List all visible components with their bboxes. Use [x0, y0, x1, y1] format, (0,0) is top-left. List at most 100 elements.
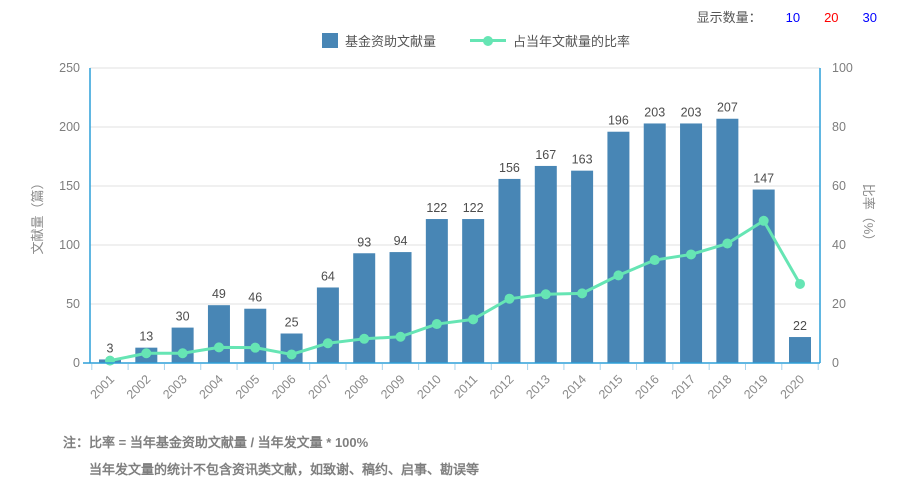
note-line-1: 注：比率 = 当年基金资助文献量 / 当年发文量 * 100%: [63, 429, 479, 456]
notes: 注：比率 = 当年基金资助文献量 / 当年发文量 * 100% 当年发文量的统计…: [63, 429, 479, 483]
ratio-point-2006[interactable]: [286, 349, 297, 360]
bar-2020[interactable]: [789, 337, 811, 363]
ratio-point-2012[interactable]: [504, 293, 515, 304]
bar-value-label-2019: 147: [753, 172, 774, 186]
note-line-2: 当年发文量的统计不包含资讯类文献，如致谢、稿约、启事、勘误等: [89, 462, 480, 477]
bar-value-label-2020: 22: [793, 319, 807, 333]
ratio-point-2017[interactable]: [686, 249, 697, 260]
ratio-point-2020[interactable]: [795, 278, 805, 289]
ratio-point-2016[interactable]: [649, 255, 660, 266]
legend-item-bar[interactable]: 基金资助文献量: [322, 31, 436, 50]
bar-2006[interactable]: [280, 333, 303, 364]
x-axis-label-2012: 2012: [487, 372, 517, 402]
bar-value-label-2014: 163: [572, 153, 593, 167]
bar-value-label-2010: 122: [426, 201, 447, 215]
display-count-option-30[interactable]: 30: [862, 10, 877, 25]
y-axis-left-tick-200: 200: [59, 120, 80, 134]
display-count-label: 显示数量：: [696, 10, 762, 25]
ratio-point-2003[interactable]: [177, 348, 188, 359]
bar-2010[interactable]: [425, 219, 448, 363]
bar-value-label-2004: 49: [212, 287, 226, 301]
legend-line-label: 占当年文献量的比率: [513, 34, 631, 49]
x-axis-label-2016: 2016: [632, 372, 662, 402]
bar-series-swatch-icon: [322, 33, 338, 48]
y-axis-left-tick-0: 0: [73, 356, 80, 370]
ratio-line: [109, 219, 802, 363]
bar-2016[interactable]: [643, 123, 666, 364]
bar-2012[interactable]: [498, 178, 521, 363]
y-axis-left-tick-250: 250: [59, 61, 80, 75]
ratio-point-2005[interactable]: [250, 342, 261, 353]
x-axis-label-2013: 2013: [523, 372, 553, 402]
note-line-1-text: 比率 = 当年基金资助文献量 / 当年发文量 * 100%: [89, 435, 369, 450]
line-series-dot-icon: [483, 35, 494, 46]
bar-value-label-2008: 93: [357, 235, 371, 249]
y-axis-right-tick-40: 40: [832, 238, 846, 252]
x-axis-label-2018: 2018: [705, 372, 735, 402]
x-axis-label-2003: 2003: [160, 372, 190, 402]
bar-value-label-2012: 156: [499, 161, 520, 175]
x-axis-label-2008: 2008: [342, 372, 372, 402]
bar-value-label-2006: 25: [285, 316, 299, 330]
bar-value-label-2002: 13: [139, 330, 153, 344]
ratio-point-2010[interactable]: [431, 319, 442, 330]
bar-2014[interactable]: [571, 170, 594, 363]
bar-value-label-2007: 64: [321, 269, 335, 283]
bar-2011[interactable]: [462, 219, 485, 363]
ratio-point-2001[interactable]: [105, 355, 115, 366]
bar-value-label-2005: 46: [248, 291, 262, 305]
y-axis-right-tick-0: 0: [832, 356, 839, 370]
bar-2004[interactable]: [207, 305, 230, 363]
x-axis-label-2005: 2005: [233, 372, 263, 402]
y-axis-right-tick-80: 80: [832, 120, 846, 134]
x-axis-label-2006: 2006: [269, 372, 299, 402]
bar-2017[interactable]: [680, 123, 703, 364]
y-axis-right-tick-60: 60: [832, 179, 846, 193]
y-axis-right-title: 比率（%）: [861, 184, 876, 248]
bar-value-label-2013: 167: [535, 148, 556, 162]
ratio-point-2014[interactable]: [577, 288, 588, 299]
bar-2007[interactable]: [316, 287, 339, 363]
bar-2008[interactable]: [353, 253, 376, 363]
y-axis-right-tick-20: 20: [832, 297, 846, 311]
ratio-point-2019[interactable]: [758, 215, 769, 226]
ratio-point-2013[interactable]: [540, 289, 551, 300]
line-series-marker-icon: [470, 35, 507, 46]
ratio-point-2011[interactable]: [468, 314, 479, 325]
x-axis-label-2014: 2014: [560, 372, 590, 402]
bar-2019[interactable]: [752, 189, 775, 363]
x-axis-label-2010: 2010: [414, 372, 444, 402]
chart-canvas: 3 13 30 49 46 25 64 93 94 122 122 156 167 163 196 203 20…: [30, 61, 876, 402]
bar-2005[interactable]: [244, 308, 267, 363]
ratio-point-2002[interactable]: [141, 348, 152, 359]
ratio-point-2015[interactable]: [613, 270, 624, 281]
bar-value-label-2018: 207: [717, 101, 738, 115]
bar-2015[interactable]: [607, 131, 630, 363]
ratio-point-2018[interactable]: [722, 238, 733, 249]
display-count-control: 显示数量： 10 20 30: [697, 7, 877, 26]
ratio-point-2007[interactable]: [322, 338, 333, 349]
display-count-option-20[interactable]: 20: [824, 10, 839, 25]
bar-2013[interactable]: [534, 165, 557, 363]
x-axis-label-2020: 2020: [778, 372, 808, 402]
x-axis-label-2015: 2015: [596, 372, 626, 402]
x-axis-label-2009: 2009: [378, 372, 408, 402]
bar-value-label-2011: 122: [463, 201, 484, 215]
x-axis-label-2002: 2002: [124, 372, 154, 402]
bar-value-label-2016: 203: [644, 105, 665, 119]
x-axis-label-2007: 2007: [305, 372, 335, 402]
display-count-option-10[interactable]: 10: [785, 10, 801, 25]
y-axis-left-tick-50: 50: [66, 297, 80, 311]
bar-value-label-2001: 3: [107, 341, 114, 355]
legend-item-line[interactable]: 占当年文献量的比率: [470, 31, 630, 50]
ratio-point-2008[interactable]: [359, 333, 370, 344]
ratio-point-2004[interactable]: [213, 342, 224, 353]
note-prefix: 注：: [63, 435, 90, 450]
x-axis-label-2019: 2019: [741, 372, 771, 402]
bar-2009[interactable]: [389, 252, 412, 363]
legend-bar-label: 基金资助文献量: [345, 34, 437, 49]
ratio-point-2009[interactable]: [395, 331, 406, 342]
x-axis-label-2001: 2001: [88, 372, 118, 402]
legend: 基金资助文献量 占当年文献量的比率: [322, 31, 630, 50]
